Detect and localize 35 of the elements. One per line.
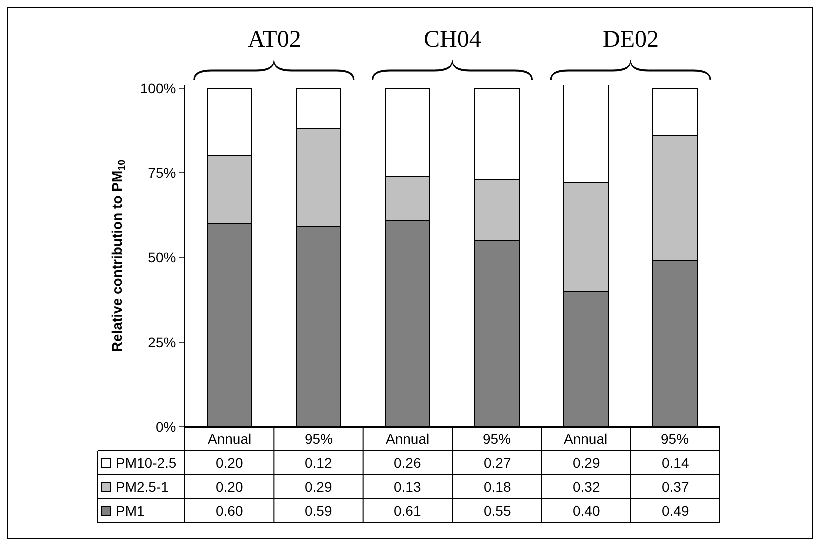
data-label: 0.32 <box>573 479 600 495</box>
data-label: 0.29 <box>573 455 600 471</box>
data-label: 0.37 <box>662 479 690 495</box>
data-label: 0.27 <box>484 455 512 471</box>
data-label: 0.60 <box>216 503 244 519</box>
data-label: 0.26 <box>394 455 422 471</box>
data-label: 0.20 <box>216 479 244 495</box>
data-label: 0.20 <box>216 455 244 471</box>
data-label: 0.40 <box>573 503 600 519</box>
data-label: 0.29 <box>305 479 332 495</box>
data-label: 0.13 <box>394 479 422 495</box>
legend-label: PM2.5-1 <box>116 479 170 495</box>
x-tick-label: 95% <box>305 431 334 447</box>
data-label: 0.49 <box>662 503 690 519</box>
text: CH04 <box>424 27 482 53</box>
data-label: 0.55 <box>484 503 512 519</box>
y-tick-label: 0% <box>156 418 176 435</box>
data-label: 0.61 <box>394 503 422 519</box>
text: AT02 <box>248 27 302 53</box>
x-tick-label: 95% <box>483 431 512 447</box>
x-tick-label: Annual <box>386 431 430 447</box>
y-tick-label: 100% <box>140 80 176 96</box>
data-label: 0.18 <box>484 479 512 495</box>
legend-label: PM1 <box>116 503 145 519</box>
y-tick-label: 50% <box>148 250 176 266</box>
legend-label: PM10-2.5 <box>116 455 177 471</box>
text: DE02 <box>603 27 659 53</box>
y-tick-label: 75% <box>148 164 176 181</box>
y-tick-label: 25% <box>148 334 176 350</box>
x-tick-label: Annual <box>208 431 252 447</box>
x-tick-label: Annual <box>564 431 608 447</box>
data-label: 0.14 <box>662 455 690 471</box>
data-label: 0.59 <box>305 503 332 519</box>
data-label: 0.12 <box>305 455 332 471</box>
x-tick-label: 95% <box>661 431 690 447</box>
